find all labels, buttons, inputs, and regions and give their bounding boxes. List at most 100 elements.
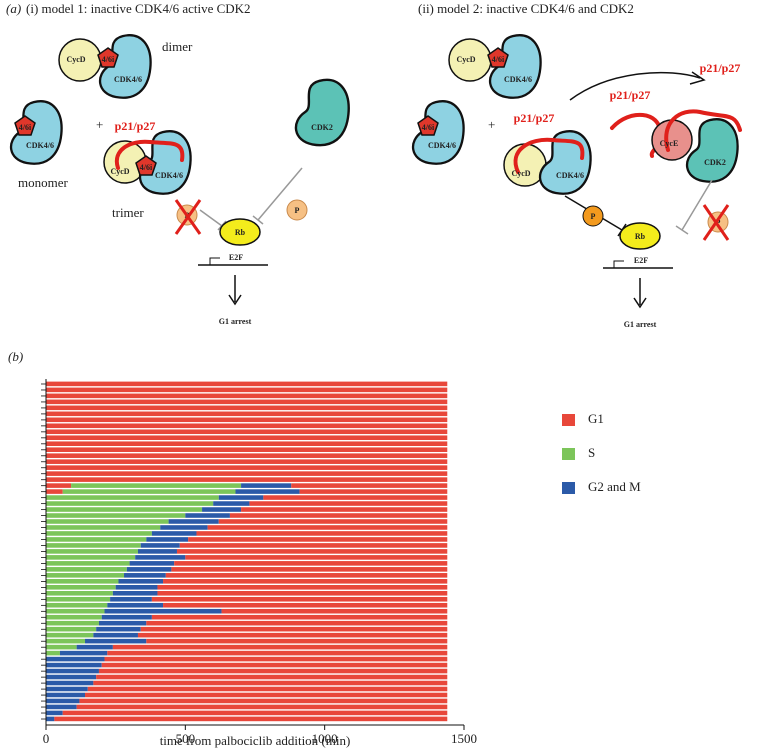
- arrow: [633, 278, 647, 309]
- inhibit: [252, 215, 264, 225]
- segment: [46, 668, 99, 674]
- segment: [46, 632, 94, 638]
- segment: [101, 614, 152, 620]
- cross: [702, 204, 730, 241]
- segment: [174, 561, 448, 566]
- segment: [151, 614, 448, 620]
- segment: [46, 525, 161, 530]
- label: p21/p27: [700, 61, 741, 75]
- legend-label: G2 and M: [588, 479, 641, 494]
- segment: [46, 704, 77, 710]
- promoter: [209, 257, 220, 265]
- label: CycD: [511, 169, 530, 178]
- segment: [196, 531, 448, 536]
- segment: [137, 632, 448, 638]
- heading: (i) model 1: inactive CDK4/6 active CDK2: [26, 1, 251, 16]
- segment: [79, 698, 448, 704]
- segment: [62, 489, 236, 494]
- segment: [46, 686, 88, 692]
- segment: [46, 692, 86, 698]
- segment: [185, 555, 448, 560]
- segment: [46, 399, 448, 405]
- segment: [46, 626, 97, 632]
- label: CDK2: [704, 158, 726, 167]
- label: monomer: [18, 175, 68, 190]
- segment: [46, 471, 448, 476]
- segment: [46, 393, 448, 399]
- segment: [46, 555, 136, 560]
- label: 4/6i: [492, 55, 505, 64]
- segment: [221, 608, 448, 614]
- segment: [46, 531, 152, 536]
- segment: [146, 638, 448, 644]
- heading: (ii) model 2: inactive CDK4/6 and CDK2: [418, 1, 634, 16]
- segment: [235, 489, 300, 494]
- segment: [71, 483, 242, 488]
- x-tick-label: 1000: [312, 731, 338, 746]
- segment: [46, 573, 125, 578]
- segment: [101, 662, 448, 668]
- cross: [174, 199, 202, 235]
- segment: [179, 543, 448, 548]
- segment: [54, 716, 448, 722]
- label: CDK4/6: [428, 141, 456, 150]
- arrow: [228, 275, 242, 306]
- segment: [118, 579, 164, 584]
- label: CDK4/6: [155, 171, 183, 180]
- segment: [46, 698, 80, 704]
- inhibit: [199, 209, 223, 227]
- label: P: [716, 218, 721, 227]
- segment: [46, 674, 97, 680]
- segment: [46, 405, 448, 411]
- rb: [219, 218, 261, 246]
- segment: [46, 710, 63, 716]
- segment: [146, 620, 448, 626]
- label: Rb: [235, 228, 246, 237]
- segment: [46, 465, 448, 470]
- label: 4/6i: [19, 123, 32, 132]
- label: dimer: [162, 39, 193, 54]
- segment: [241, 507, 448, 512]
- legend-label: G1: [588, 411, 604, 426]
- segment: [46, 590, 113, 596]
- segment: [46, 447, 448, 452]
- label: CycE: [660, 139, 679, 148]
- segment: [185, 513, 230, 518]
- inhibit: [257, 167, 303, 221]
- segment: [46, 381, 448, 387]
- inhibit: [675, 225, 689, 235]
- phosphate: [582, 205, 604, 227]
- segment: [263, 495, 448, 500]
- label: CDK4/6: [556, 171, 584, 180]
- segment: [104, 656, 448, 662]
- panel-label: (a): [6, 1, 21, 16]
- label: 4/6i: [102, 55, 115, 64]
- label: P: [591, 212, 596, 221]
- label: CDK4/6: [114, 75, 142, 84]
- segment: [135, 555, 186, 560]
- segment: [85, 638, 147, 644]
- label: CDK4/6: [504, 75, 532, 84]
- inhibit: [681, 179, 713, 231]
- segment: [140, 626, 448, 632]
- segment: [46, 567, 127, 572]
- segment: [46, 387, 448, 393]
- segment: [46, 579, 119, 584]
- segment: [213, 501, 250, 506]
- segment: [46, 585, 116, 590]
- x-axis-title: time from palbociclib addition (min): [160, 733, 351, 748]
- segment: [46, 423, 448, 429]
- segment: [207, 525, 448, 530]
- x-tick-label: 500: [176, 731, 196, 746]
- segment: [46, 519, 169, 524]
- p21: [114, 139, 185, 170]
- panel-a: (a) (i) model 1: inactive CDK4/6 active …: [6, 1, 742, 329]
- segment: [62, 710, 448, 716]
- segment: [46, 549, 138, 554]
- segment: [291, 483, 448, 488]
- segment: [137, 549, 177, 554]
- label: CycD: [66, 55, 85, 64]
- label: E2F: [634, 256, 648, 265]
- segment: [46, 620, 99, 626]
